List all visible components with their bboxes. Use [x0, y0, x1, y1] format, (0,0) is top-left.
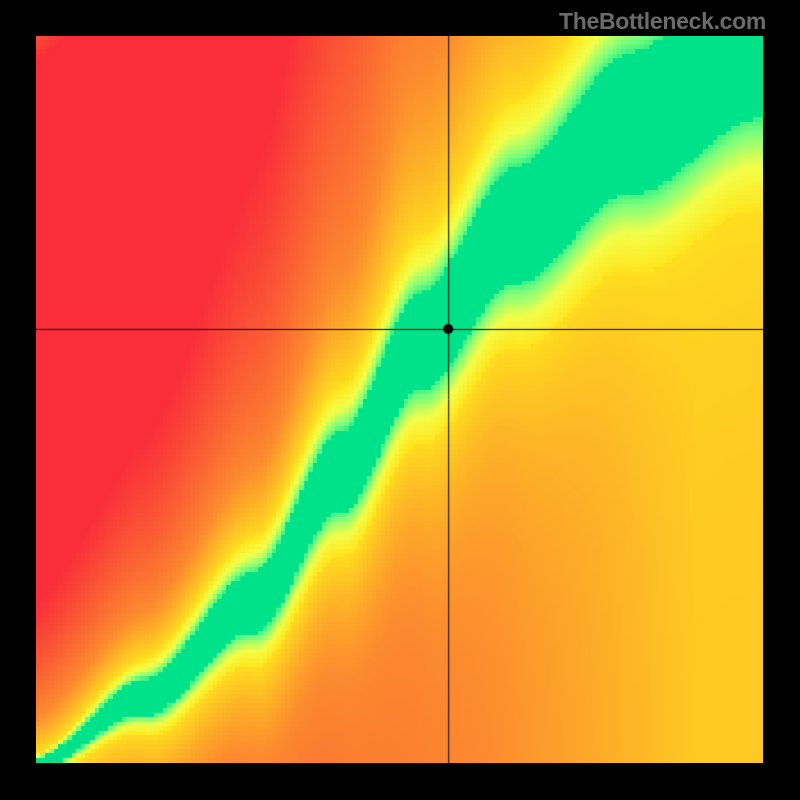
- heatmap-plot: [36, 36, 763, 763]
- heatmap-canvas: [36, 36, 763, 763]
- watermark-label: TheBottleneck.com: [559, 8, 766, 35]
